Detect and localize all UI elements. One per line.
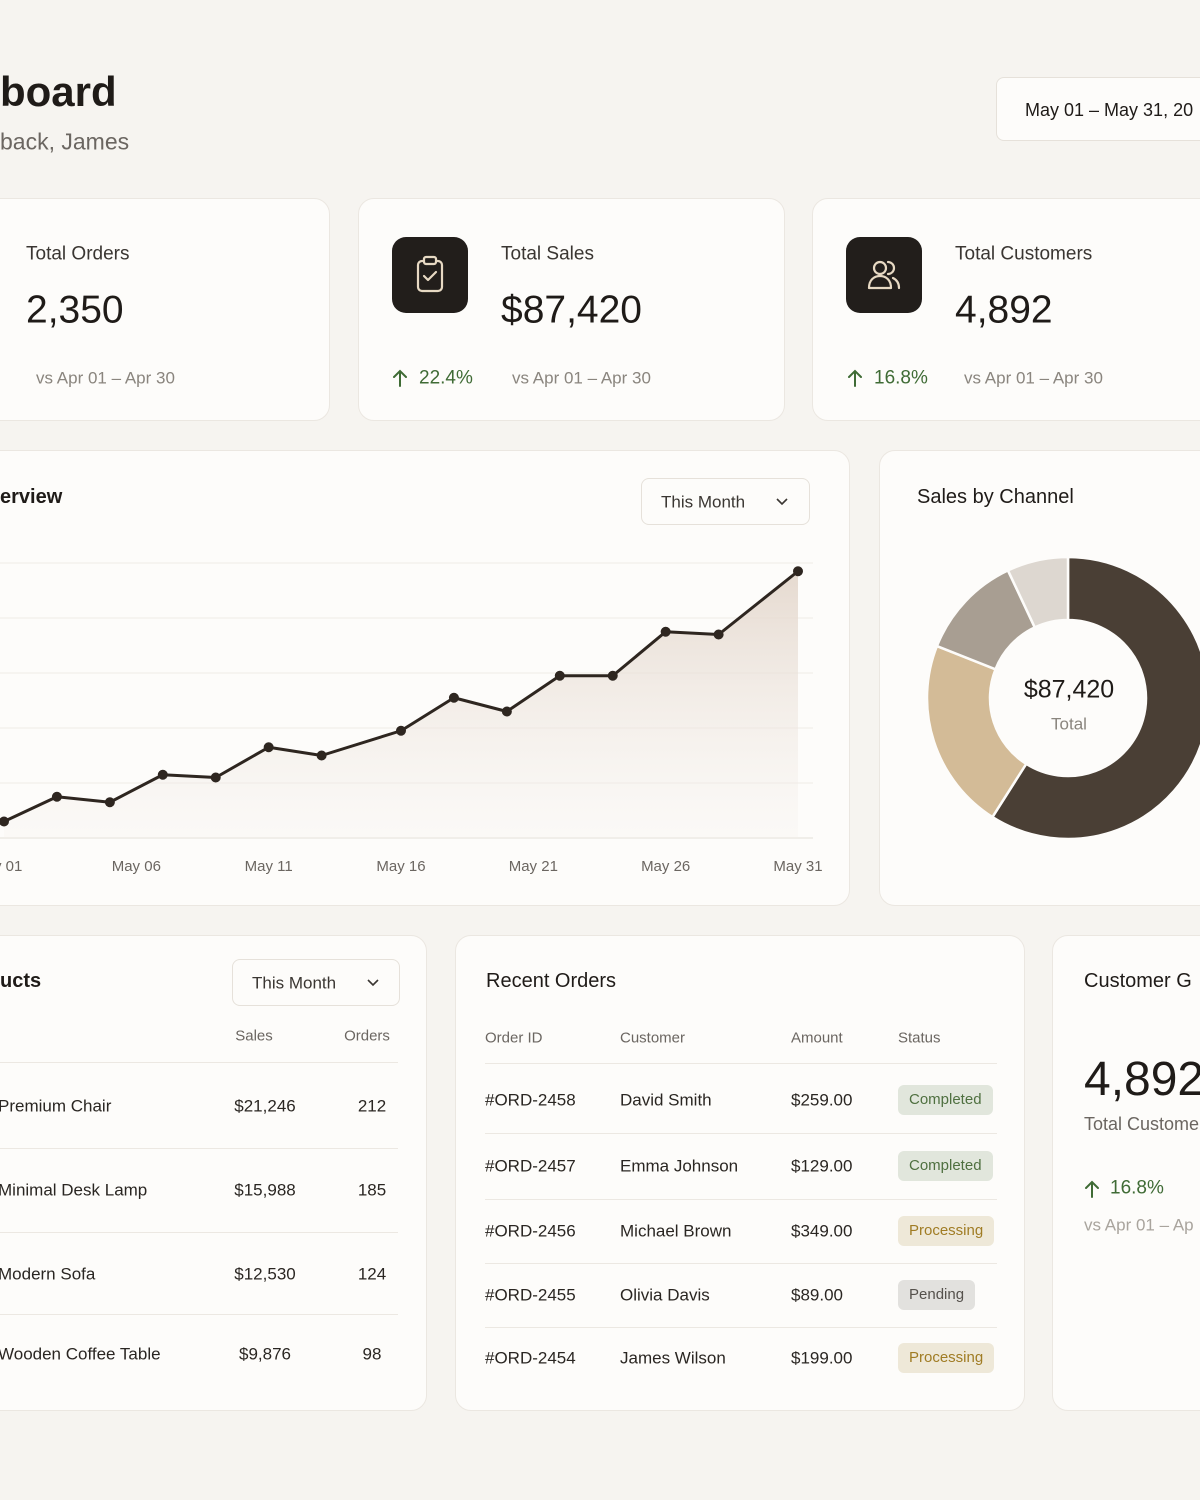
stat-compare: vs Apr 01 – Apr 30 (36, 368, 175, 388)
divider (485, 1198, 997, 1200)
column-header: Customer (620, 1029, 686, 1047)
stat-compare: vs Apr 01 – Apr 30 (964, 368, 1103, 388)
card-title: Recent Orders (486, 970, 617, 992)
clipboard-icon (416, 255, 444, 293)
product-name: Modern Sofa (0, 1264, 96, 1284)
product-orders: 98 (362, 1344, 382, 1364)
order-id: #ORD-2455 (485, 1285, 576, 1305)
stat-compare: vs Apr 01 – Apr 30 (512, 368, 651, 388)
divider (0, 1232, 398, 1233)
product-name: Minimal Desk Lamp (0, 1180, 148, 1200)
product-orders: 185 (357, 1180, 387, 1200)
order-customer: James Wilson (620, 1348, 726, 1368)
customers-icon (846, 237, 922, 313)
column-header: Sales (235, 1027, 273, 1045)
divider (485, 1063, 997, 1064)
order-amount: $259.00 (791, 1090, 853, 1110)
product-sales: $15,988 (234, 1180, 296, 1200)
order-id: #ORD-2454 (485, 1348, 576, 1368)
order-amount: $349.00 (791, 1221, 853, 1241)
subtitle: back, James (0, 128, 130, 155)
order-id: #ORD-2457 (485, 1156, 576, 1176)
customer-label: Total Custome (1084, 1114, 1200, 1134)
stat-value: $87,420 (501, 288, 642, 332)
column-header: Amount (791, 1029, 843, 1047)
product-orders: 124 (357, 1264, 387, 1284)
donut-center-value: $87,420 (1023, 675, 1115, 704)
sales-icon (392, 237, 468, 313)
order-customer: Michael Brown (620, 1221, 732, 1241)
column-header: Status (898, 1029, 941, 1047)
period-label[interactable]: This Month (252, 973, 337, 993)
products-card (0, 935, 427, 1411)
order-id: #ORD-2456 (485, 1221, 576, 1241)
stat-label: Total Customers (955, 243, 1093, 265)
status-badge: Processing (898, 1216, 995, 1246)
card-title: Customer G (1084, 970, 1192, 992)
order-customer: David Smith (620, 1090, 712, 1110)
status-badge: Completed (898, 1151, 993, 1181)
order-amount: $89.00 (791, 1285, 843, 1305)
date-range[interactable]: May 01 – May 31, 20 (1025, 100, 1194, 120)
card-title: ucts (0, 970, 42, 992)
customer-compare: vs Apr 01 – Ap (1084, 1215, 1194, 1235)
period-select[interactable] (641, 478, 810, 525)
order-customer: Emma Johnson (620, 1156, 739, 1176)
stat-label: Total Orders (26, 243, 130, 265)
stat-change: 16.8% (874, 367, 928, 389)
column-header: Orders (344, 1027, 390, 1045)
order-amount: $129.00 (791, 1156, 853, 1176)
card-title: Sales by Channel (917, 486, 1074, 508)
product-sales: $21,246 (234, 1096, 296, 1116)
period-label[interactable]: This Month (661, 492, 746, 512)
up-arrow (1085, 1180, 1099, 1198)
divider (485, 1133, 997, 1134)
chevron (776, 498, 788, 506)
up-arrow (393, 369, 407, 387)
date-picker[interactable] (996, 77, 1200, 141)
divider (485, 1326, 997, 1328)
stat-card (0, 198, 330, 421)
stat-label: Total Sales (501, 243, 594, 265)
product-name: Premium Chair (0, 1096, 112, 1116)
card-title: erview (0, 486, 63, 508)
page-title: board (0, 68, 117, 115)
divider (485, 1263, 997, 1264)
order-customer: Olivia Davis (620, 1285, 710, 1305)
order-id: #ORD-2458 (485, 1090, 576, 1110)
chevron (367, 979, 379, 987)
product-name: Wooden Coffee Table (0, 1344, 161, 1364)
status-badge: Pending (898, 1280, 976, 1310)
customer-card (1052, 935, 1200, 1411)
status-badge: Processing (898, 1343, 995, 1373)
customer-value: 4,892 (1084, 1053, 1200, 1106)
product-sales: $9,876 (239, 1344, 291, 1364)
divider (0, 1148, 398, 1149)
period-select[interactable] (232, 959, 400, 1006)
product-orders: 212 (357, 1096, 387, 1116)
stat-value: 2,350 (26, 288, 124, 332)
up-arrow (848, 369, 862, 387)
divider (0, 1314, 398, 1315)
stat-value: 4,892 (955, 288, 1053, 332)
product-sales: $12,530 (234, 1264, 296, 1284)
donut-center-label: Total (1051, 714, 1087, 734)
customer-change: 16.8% (1110, 1177, 1164, 1199)
divider (0, 1062, 398, 1063)
stat-change: 22.4% (419, 367, 473, 389)
status-badge: Completed (898, 1085, 993, 1115)
order-amount: $199.00 (791, 1348, 853, 1368)
users-icon (867, 260, 901, 290)
column-header: Order ID (485, 1029, 543, 1047)
